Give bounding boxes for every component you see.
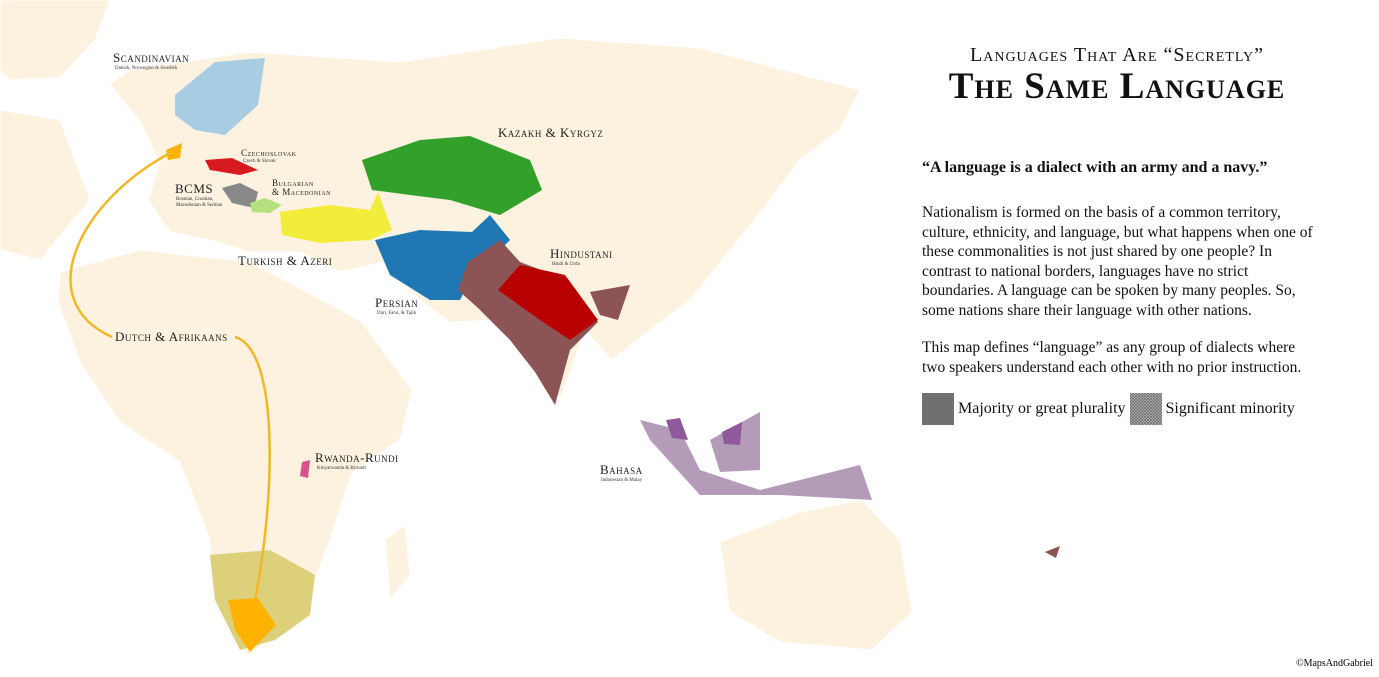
region-name: Scandinavian: [113, 50, 189, 65]
region-subtitle: Kinyarwanda & Kirundi: [317, 466, 366, 471]
region-labels: Scandinavian Danish, Norwegian & Swedish…: [113, 50, 643, 483]
info-panel: Languages That Are “Secretly” The Same L…: [922, 44, 1322, 425]
region-subtitle: Bosnian, Croatian,: [176, 197, 213, 202]
language-regions: [69, 58, 1060, 652]
credit: ©MapsAndGabriel: [1295, 658, 1373, 669]
region-name: Hindustani: [550, 246, 613, 261]
region-name: Turkish & Azeri: [238, 253, 332, 268]
legend-label: Majority or great plurality: [958, 400, 1126, 417]
region-subtitle: Hindi & Urdu: [552, 262, 581, 267]
legend: Majority or great plurality Significant …: [922, 393, 1322, 425]
title-main: The Same Language: [948, 66, 1286, 107]
region-subtitle: Dari, Farsi, & Tajik: [377, 311, 417, 316]
region-name: Bahasa: [600, 462, 643, 477]
region-subtitle: Macedonian & Serbian: [176, 203, 223, 208]
paragraph: Nationalism is formed on the basis of a …: [922, 204, 1313, 319]
region-subtitle: Danish, Norwegian & Swedish: [115, 66, 178, 71]
paragraph: This map defines “language” as any group…: [922, 339, 1302, 376]
region-name: Bulgarian: [272, 178, 314, 188]
legend-swatch: [1129, 393, 1162, 425]
region-name: BCMS: [175, 181, 213, 196]
quote: “A language is a dialect with an army an…: [922, 159, 1268, 176]
legend-label: Significant minority: [1165, 400, 1295, 417]
region-name: & Macedonian: [272, 187, 331, 197]
region-name: Kazakh & Kyrgyz: [498, 125, 603, 140]
title-line: Languages That Are “Secretly”: [970, 44, 1264, 66]
region-name: Persian: [375, 295, 418, 310]
landmasses: [0, 0, 913, 657]
region-subtitle: Czech & Slovak: [243, 159, 276, 164]
region-subtitle: Indonesian & Malay: [601, 478, 643, 483]
region-name: Rwanda-Rundi: [315, 450, 399, 465]
region-name: Czechoslovak: [241, 148, 297, 158]
legend-swatch: [922, 393, 954, 425]
region-name: Dutch & Afrikaans: [115, 329, 228, 344]
